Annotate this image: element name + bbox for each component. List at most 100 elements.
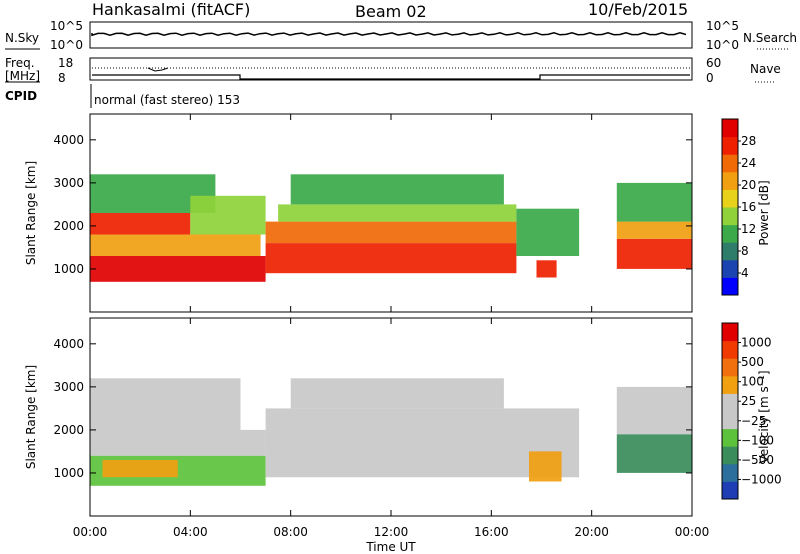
power-heatmap <box>90 174 693 282</box>
xtick-5: 20:00 <box>574 525 609 539</box>
power-region-6 <box>265 221 517 244</box>
velocity-colorbar-swatch-4 <box>722 411 738 430</box>
time-axis: 00:00 04:00 08:00 12:00 16:00 20:00 00:00 <box>73 114 710 539</box>
power-colorbar-swatch-4 <box>722 207 738 226</box>
power-colorbar-swatch-2 <box>722 242 738 261</box>
power-region-0 <box>90 256 266 282</box>
velocity-colorbar-tick-3: 25 <box>741 394 756 408</box>
power-ytick-0: 1000 <box>53 262 84 276</box>
velocity-region-3 <box>102 460 178 478</box>
noise-right-tick-top: 10^5 <box>706 19 739 33</box>
power-panel: 1000 2000 3000 4000 Slant Range [km] 4 8 12 16… <box>24 113 771 313</box>
velocity-region-8 <box>616 386 693 435</box>
velocity-ytick-2: 3000 <box>53 380 84 394</box>
power-colorbar-swatch-0 <box>722 277 738 296</box>
power-region-11 <box>616 238 693 269</box>
nave-tick-bottom: 0 <box>706 71 714 85</box>
power-region-5 <box>265 243 517 274</box>
velocity-panel: 1000 2000 3000 4000 Slant Range [km] 1000 50… <box>24 317 782 517</box>
velocity-region-4 <box>265 408 580 478</box>
velocity-region-2 <box>90 378 241 430</box>
power-colorbar: 4 8 12 16 20 24 28 <box>721 118 756 296</box>
velocity-colorbar-tick-1: 500 <box>741 355 764 369</box>
power-region-13 <box>616 182 693 222</box>
velocity-colorbar-tick-4: −25 <box>741 414 766 428</box>
velocity-colorbar-tick-2: 100 <box>741 375 764 389</box>
beam-title: Beam 02 <box>355 2 427 21</box>
station-title: Hankasalmi (fitACF) <box>92 0 250 19</box>
velocity-colorbar-swatch-0 <box>722 481 738 500</box>
velocity-colorbar-tick-6: −500 <box>741 453 774 467</box>
nave-tick-top: 60 <box>706 56 721 70</box>
noise-sky-line <box>91 32 687 37</box>
velocity-colorbar-swatch-6 <box>722 375 738 394</box>
frequency-panel: Freq. [MHz] 18 8 60 0 Nave <box>5 56 781 85</box>
power-region-8 <box>290 174 504 205</box>
velocity-colorbar-swatch-2 <box>722 446 738 465</box>
velocity-ytick-1: 2000 <box>53 423 84 437</box>
noise-right-tick-bottom: 10^0 <box>706 38 739 52</box>
power-colorbar-tick-2: 12 <box>741 222 756 236</box>
power-colorbar-tick-0: 4 <box>741 266 749 280</box>
noise-right-label: N.Search <box>743 31 797 45</box>
velocity-colorbar-frame <box>721 322 739 500</box>
cpid-label: CPID <box>5 89 37 103</box>
xtick-1: 04:00 <box>173 525 208 539</box>
velocity-region-7 <box>616 434 693 473</box>
power-colorbar-tick-4: 20 <box>741 178 756 192</box>
velocity-ylabel: Slant Range [km] <box>24 365 38 469</box>
cpid-panel: CPID normal (fast stereo) 153 <box>5 84 240 108</box>
power-colorbar-swatch-7 <box>722 154 738 173</box>
xtick-6: 00:00 <box>675 525 710 539</box>
noise-panel: N.Sky 10^5 10^0 10^5 10^0 N.Search <box>5 19 797 52</box>
power-ytick-3: 4000 <box>53 133 84 147</box>
velocity-ytick-0: 1000 <box>53 466 84 480</box>
power-region-9 <box>516 208 580 256</box>
xtick-2: 08:00 <box>273 525 308 539</box>
velocity-region-6 <box>529 451 562 482</box>
cpid-text: normal (fast stereo) 153 <box>94 93 240 107</box>
power-colorbar-swatch-8 <box>722 136 738 155</box>
power-colorbar-tick-1: 8 <box>741 244 749 258</box>
velocity-region-5 <box>290 378 504 409</box>
noise-left-tick-bottom: 10^0 <box>50 38 83 52</box>
velocity-colorbar-tick-0: 1000 <box>741 336 772 350</box>
velocity-ytick-3: 4000 <box>53 337 84 351</box>
freq-tick-bottom: 8 <box>58 71 66 85</box>
power-colorbar-swatch-5 <box>722 189 738 208</box>
nave-label: Nave <box>750 62 781 76</box>
velocity-colorbar: 1000 500 100 25 −25 −100 −500 −1000 <box>721 322 782 500</box>
power-region-2 <box>90 213 191 235</box>
velocity-region-1 <box>90 429 266 456</box>
power-ytick-1: 2000 <box>53 219 84 233</box>
velocity-colorbar-tick-7: −1000 <box>741 472 782 486</box>
xtick-0: 00:00 <box>73 525 108 539</box>
power-colorbar-tick-3: 16 <box>741 200 756 214</box>
power-ytick-2: 3000 <box>53 176 84 190</box>
velocity-colorbar-tick-5: −100 <box>741 433 774 447</box>
velocity-colorbar-swatch-5 <box>722 393 738 412</box>
freq-unit-label: [MHz] <box>5 69 40 83</box>
freq-tick-top: 18 <box>58 56 73 70</box>
power-colorbar-swatch-6 <box>722 171 738 190</box>
noise-left-label: N.Sky <box>5 31 39 45</box>
velocity-colorbar-swatch-1 <box>722 463 738 482</box>
frequency-dip <box>147 67 169 72</box>
velocity-colorbar-swatch-7 <box>722 358 738 377</box>
velocity-colorbar-swatch-8 <box>722 340 738 359</box>
time-axis-label: Time UT <box>365 540 416 554</box>
velocity-colorbar-swatch-3 <box>722 428 738 447</box>
freq-label: Freq. <box>5 56 35 70</box>
velocity-colorbar-swatch-9 <box>722 323 738 342</box>
power-colorbar-tick-5: 24 <box>741 156 756 170</box>
power-colorbar-swatch-3 <box>722 224 738 243</box>
noise-left-tick-top: 10^5 <box>50 19 83 33</box>
power-colorbar-swatch-1 <box>722 259 738 278</box>
power-colorbar-swatch-9 <box>722 119 738 138</box>
power-colorbar-tick-6: 28 <box>741 134 756 148</box>
power-region-12 <box>616 221 693 239</box>
xtick-3: 12:00 <box>374 525 409 539</box>
date-title: 10/Feb/2015 <box>588 0 688 19</box>
velocity-colorbar-label: Velocity [m s⁻¹] <box>757 370 771 463</box>
